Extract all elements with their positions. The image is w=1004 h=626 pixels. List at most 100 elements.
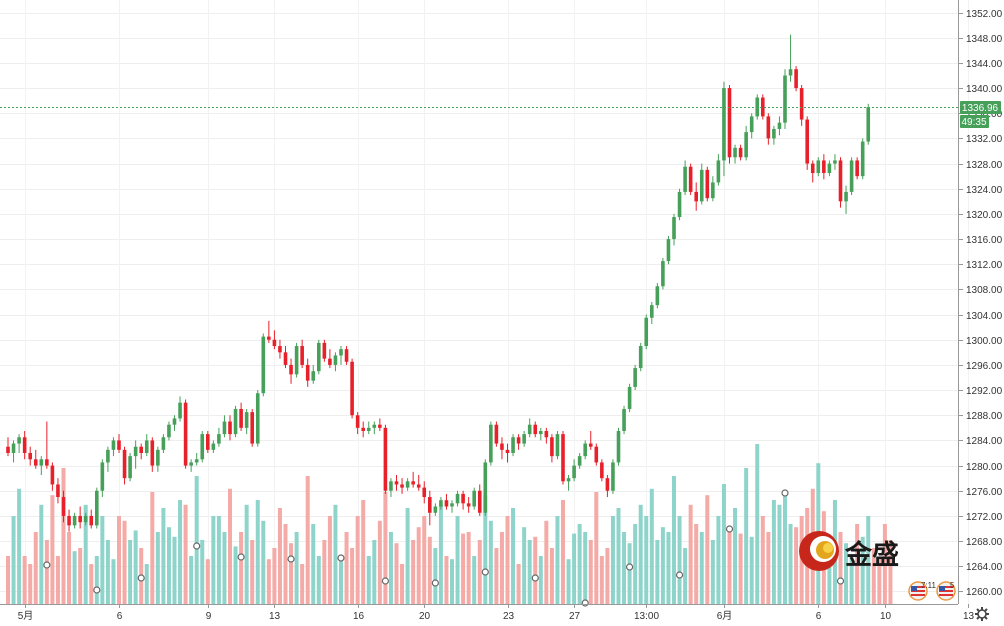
candle-body <box>466 503 471 507</box>
volume-bar <box>638 504 643 604</box>
volume-bar <box>777 504 782 604</box>
candle-body <box>172 418 177 425</box>
countdown-label: 49:35 <box>961 117 986 128</box>
volume-bar <box>316 556 321 604</box>
candle <box>439 497 443 510</box>
candle-body <box>67 515 71 526</box>
grid <box>0 0 969 604</box>
candle-body <box>117 440 121 450</box>
volume-bar <box>411 540 416 604</box>
candle-body <box>416 484 421 488</box>
volume-bar <box>6 556 10 604</box>
volume-bar <box>566 559 571 604</box>
candle-body <box>489 424 493 463</box>
candle <box>228 415 232 441</box>
candle-body <box>477 490 482 513</box>
volume-bar <box>28 564 33 604</box>
candle-body <box>450 503 454 507</box>
gear-icon[interactable] <box>975 607 989 621</box>
candle <box>566 475 571 491</box>
volume-bar <box>544 520 549 604</box>
candle <box>855 157 859 180</box>
candle-body <box>860 141 865 177</box>
candle <box>638 342 643 372</box>
y-axis[interactable]: 1260.00 1264.00 1268.00 1272.00 1276.00 1280.… <box>958 9 1003 598</box>
candle-body <box>583 443 587 457</box>
candle <box>172 415 177 431</box>
candle-body <box>255 393 260 444</box>
candle-body <box>128 456 132 479</box>
candle-body <box>11 443 16 453</box>
volume-bar <box>55 556 60 604</box>
volume-bar <box>721 484 726 604</box>
candle-body <box>161 437 166 450</box>
candle-body <box>816 160 821 174</box>
y-tick-label: 1284.00 <box>966 436 1003 447</box>
candle-body <box>361 427 365 431</box>
us-flag-icon[interactable]: 7:11 <box>908 581 937 601</box>
volume-bar <box>355 516 360 604</box>
candle-body <box>100 462 105 491</box>
candle-body <box>577 456 582 466</box>
event-marker <box>781 489 789 497</box>
volume-bar <box>244 504 249 604</box>
candle <box>516 434 521 450</box>
candle-body <box>333 355 338 365</box>
candle-body <box>22 437 27 453</box>
candle-body <box>566 478 571 482</box>
volume-bar <box>466 532 471 604</box>
y-tick-label: 1344.00 <box>966 59 1003 70</box>
candle-body <box>866 107 871 142</box>
candle-body <box>144 440 149 453</box>
candle <box>783 69 787 129</box>
volume-bar <box>860 536 865 604</box>
us-flag-icon[interactable]: 5 <box>936 581 956 601</box>
candle <box>672 213 676 246</box>
candle <box>400 478 404 494</box>
volume-bar <box>433 548 438 604</box>
volume-bar <box>83 504 88 604</box>
candle <box>383 424 388 494</box>
volume-bar <box>577 524 582 604</box>
volume-bar <box>216 516 221 604</box>
candle <box>616 427 621 466</box>
event-flags[interactable]: 7:11 5 <box>908 581 956 601</box>
candles <box>6 34 871 532</box>
candle <box>511 434 515 457</box>
y-tick-label: 1280.00 <box>966 462 1003 473</box>
candle-body <box>539 430 543 435</box>
volume-bar <box>660 527 665 604</box>
volume-bar <box>533 536 538 604</box>
candle <box>339 346 343 365</box>
candle <box>128 453 132 482</box>
candle <box>749 113 754 139</box>
volume-bar <box>388 532 393 604</box>
candle-body <box>194 459 199 463</box>
candle <box>727 84 732 164</box>
event-marker <box>337 554 345 562</box>
candle-body <box>744 132 748 158</box>
volume-bar <box>733 508 738 604</box>
volume-bar <box>882 524 887 604</box>
candle-body <box>183 402 188 466</box>
candle <box>294 342 299 378</box>
volume-bar <box>305 476 310 604</box>
candle-body <box>222 421 227 435</box>
volume-bar <box>771 500 776 604</box>
candle <box>422 481 427 504</box>
candle <box>6 437 10 457</box>
candle <box>655 283 660 309</box>
x-axis[interactable]: 5月 6 9 13 16 20 23 27 13:00 6月 6 10 13 <box>18 604 975 622</box>
candle <box>328 349 332 369</box>
volume-bar <box>755 444 760 604</box>
volume-bar <box>744 468 749 604</box>
candle <box>494 421 499 447</box>
y-tick-label: 1296.00 <box>966 361 1003 372</box>
candle <box>211 440 216 453</box>
candle-body <box>200 434 205 460</box>
volume-bar <box>155 532 160 604</box>
candle-body <box>233 408 238 435</box>
volume-bar <box>538 556 543 604</box>
candle <box>100 459 105 498</box>
